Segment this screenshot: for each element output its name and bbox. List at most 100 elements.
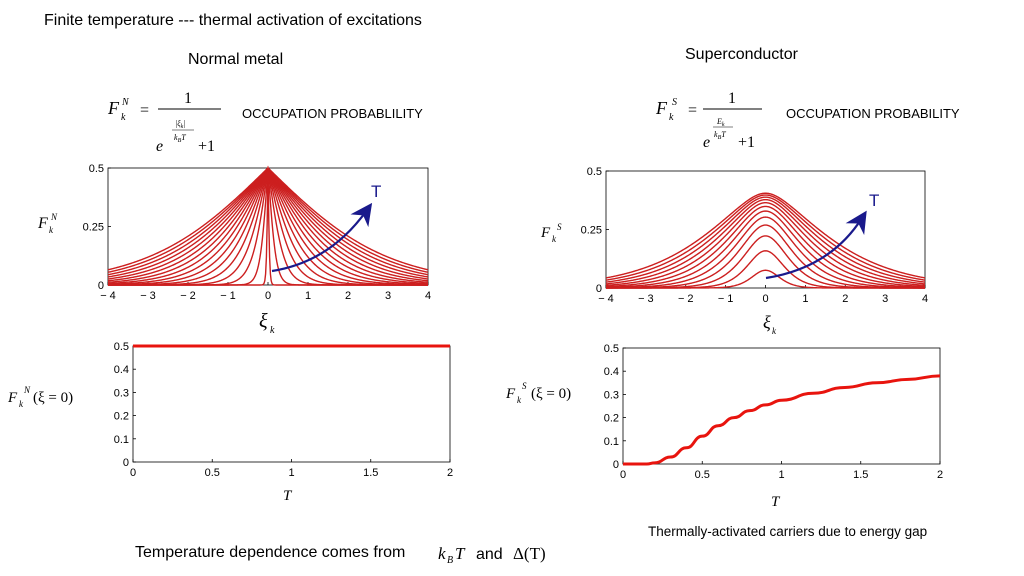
super-distribution-xtick-label: 2	[842, 293, 848, 305]
formula-normal-f: F	[107, 98, 120, 118]
formula-super-sup: S	[672, 97, 677, 108]
normal-vs-T-xtick-label: 1.5	[363, 467, 378, 479]
formula-super-e: e	[703, 134, 710, 151]
formula-super-f: F	[655, 98, 668, 118]
formula-super: F S k = 1 e Ek kBT +1	[655, 90, 762, 151]
normal-vs-T-xtick-label: 2	[447, 467, 453, 479]
ylabel-normal-dist-sup: N	[50, 212, 58, 222]
formula-normal: F N k = 1 e |ξk| kBT +1	[107, 90, 221, 155]
xlabel-normal-dist-sub: k	[270, 325, 275, 336]
ylabel-super-dist: F S k	[540, 222, 562, 244]
bottom-kbt-t: T	[455, 544, 466, 563]
ylabel-super-dist-f: F	[540, 225, 551, 241]
super-vs-T-ytick-label: 0.2	[604, 413, 619, 425]
super-distribution-xtick-label: − 2	[678, 293, 694, 305]
bottom-kbt-k: k	[438, 544, 446, 563]
normal-distribution-ytick-label: 0	[98, 280, 104, 292]
ylabel-normal-dist-sub: k	[49, 225, 54, 235]
super-vs-T-ytick-label: 0.4	[604, 366, 619, 378]
normal-distribution-xtick-label: − 3	[140, 290, 156, 302]
super-vs-T-ytick-label: 0	[613, 459, 619, 471]
super-distribution-curve	[605, 198, 926, 285]
formula-normal-sub: k	[121, 112, 126, 123]
bottom-note: Temperature dependence comes from	[135, 544, 405, 562]
ylabel-super-T-sup: S	[522, 381, 527, 391]
ylabel-super-dist-sub: k	[552, 234, 557, 244]
ylabel-normal-T: F N k (ξ = 0)	[7, 385, 73, 409]
super-distribution-ytick-label: 0.5	[587, 166, 602, 178]
normal-vs-T-frame	[132, 345, 451, 463]
charts-layer: − 4 − 3 − 2 − 1 0 1 2 3 4 0 0.25 0.5 T − 4 − 3 − 2 − 1 0 1…	[83, 163, 943, 481]
super-vs-T-xtick-label: 2	[937, 469, 943, 481]
xlabel-normal-dist-xi: ξ	[259, 310, 268, 332]
formula-super-eq: =	[688, 102, 697, 119]
super-vs-T-frame	[622, 347, 941, 465]
formula-normal-plus1: +1	[198, 138, 215, 155]
normal-metal-heading: Normal metal	[188, 51, 284, 68]
formula-normal-eq: =	[140, 102, 149, 119]
super-distribution-xtick-label: 3	[882, 293, 888, 305]
super-vs-T-xtick-label: 0	[620, 469, 626, 481]
normal-vs-T-ytick-label: 0.2	[114, 411, 129, 423]
bottom-kbt-b: B	[447, 555, 453, 566]
formula-normal-num: 1	[184, 90, 192, 107]
super-distribution-xtick-label: − 3	[638, 293, 654, 305]
super-distribution-xtick-label: 0	[762, 293, 768, 305]
normal-distribution-xtick-label: 3	[385, 290, 391, 302]
super-distribution-xtick-label: − 1	[718, 293, 734, 305]
normal-distribution-xtick-label: − 1	[220, 290, 236, 302]
slide-title: Finite temperature --- thermal activatio…	[44, 12, 422, 29]
occupation-label-super: OCCUPATION PROBABILITY	[786, 106, 960, 121]
ylabel-super-dist-sup: S	[557, 222, 562, 232]
super-vs-T-xtick-label: 1	[778, 469, 784, 481]
normal-vs-T-ytick-label: 0.5	[114, 341, 129, 353]
super-distribution-xtick-label: − 4	[598, 293, 614, 305]
normal-distribution-ytick-label: 0.5	[89, 163, 104, 175]
bottom-and: and	[476, 546, 503, 563]
ylabel-normal-T-f: F	[7, 390, 18, 406]
normal-distribution-curve	[107, 167, 429, 271]
normal-vs-T-xtick-label: 1	[288, 467, 294, 479]
normal-distribution-xtick-label: 2	[345, 290, 351, 302]
super-distribution-curve	[605, 205, 926, 288]
super-vs-T-ytick-label: 0.1	[604, 436, 619, 448]
formula-normal-exp-num: |ξk|	[175, 119, 186, 130]
super-distribution-curve	[606, 250, 925, 289]
xlabel-super-dist: ξ k	[763, 312, 777, 336]
xlabel-normal-dist: ξ k	[259, 310, 275, 336]
ylabel-normal-dist-f: F	[37, 215, 48, 232]
xlabel-super-T: T	[771, 494, 781, 510]
normal-vs-T-xtick-label: 0	[130, 467, 136, 479]
super-distribution-temperature-arrow	[765, 210, 867, 280]
ylabel-normal-T-sub: k	[19, 399, 24, 409]
super-distribution-xtick-label: 1	[802, 293, 808, 305]
energy-gap-note: Thermally-activated carriers due to ener…	[648, 524, 928, 539]
normal-vs-T-xtick-label: 0.5	[205, 467, 220, 479]
super-vs-T-xtick-label: 1.5	[853, 469, 868, 481]
xlabel-normal-T: T	[283, 488, 293, 504]
super-distribution-curve	[605, 192, 926, 279]
super-distribution-ytick-label: 0.25	[581, 225, 602, 237]
ylabel-super-T-f: F	[505, 386, 516, 402]
normal-distribution-arrow-label: T	[371, 182, 381, 201]
ylabel-normal-dist: F N k	[37, 212, 58, 235]
super-distribution-curve	[605, 224, 926, 289]
normal-distribution-xtick-label: − 2	[180, 290, 196, 302]
formula-super-plus1: +1	[738, 134, 755, 151]
normal-distribution-xtick-label: 1	[305, 290, 311, 302]
superconductor-heading: Superconductor	[685, 46, 798, 63]
ylabel-super-T-sub: k	[517, 395, 522, 405]
normal-distribution-xtick-label: 0	[265, 290, 271, 302]
super-distribution-curve	[605, 201, 926, 287]
bottom-kbt: k B T	[438, 544, 466, 566]
super-distribution-xtick-label: 4	[922, 293, 928, 305]
normal-distribution-xtick-label: 4	[425, 290, 431, 302]
formula-super-num: 1	[728, 90, 736, 107]
super-distribution-curve	[605, 210, 926, 288]
occupation-label-normal: OCCUPATION PROBABLILITY	[242, 106, 423, 121]
normal-vs-T-ytick-label: 0.1	[114, 434, 129, 446]
super-distribution-curve	[606, 235, 925, 289]
super-distribution-curve	[605, 216, 926, 289]
xlabel-super-dist-sub: k	[772, 326, 777, 336]
